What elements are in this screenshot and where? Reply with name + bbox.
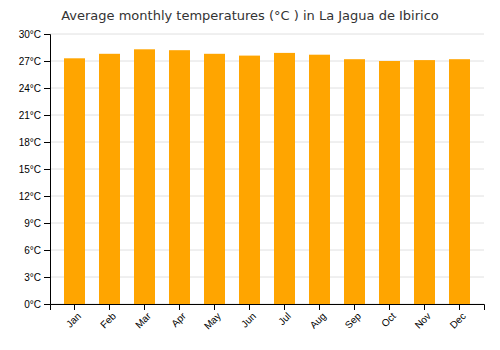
x-tick-mark	[319, 304, 320, 310]
y-tick-mark	[44, 304, 50, 305]
y-tick: 0°C	[24, 299, 50, 310]
y-axis: 0°C 3°C 6°C 9°C 12°C 15°C 18°C 21°C 24°C 27°C 30°C	[19, 29, 51, 310]
x-tick-mark	[284, 304, 285, 310]
plot: 0°C 3°C 6°C 9°C 12°C 15°C 18°C 21°C 24°C 27°C 30°C…	[19, 29, 485, 332]
bar	[99, 54, 120, 304]
y-tick-label: 27°C	[19, 56, 41, 67]
bar	[414, 60, 435, 304]
y-tick-label: 24°C	[19, 83, 41, 94]
x-tick-mark	[74, 304, 75, 310]
x-tick-label: Mar	[133, 310, 153, 330]
y-tick-label: 21°C	[19, 110, 41, 121]
x-tick-label: Apr	[169, 310, 188, 329]
bar	[309, 55, 330, 304]
x-tick-label: May	[202, 310, 223, 331]
x-tick-mark	[179, 304, 180, 310]
y-tick-label: 3°C	[24, 272, 41, 283]
y-tick: 21°C	[19, 110, 50, 121]
y-tick: 3°C	[24, 272, 50, 283]
x-tick-label: Aug	[308, 310, 328, 330]
x-tick: Feb	[98, 304, 118, 330]
y-tick-mark	[44, 196, 50, 197]
bars	[64, 49, 470, 304]
x-tick-label: Dec	[448, 310, 468, 330]
x-tick-mark	[214, 304, 215, 310]
x-tick-mark	[459, 304, 460, 310]
bar	[134, 49, 155, 304]
bar	[239, 56, 260, 304]
y-tick-label: 6°C	[24, 245, 41, 256]
bar	[449, 59, 470, 304]
bar	[64, 58, 85, 304]
y-tick: 15°C	[19, 164, 50, 175]
x-axis: Jan Feb Mar Apr May Jun Jul Aug Sep Oct Nov Dec	[51, 304, 485, 332]
y-tick-label: 15°C	[19, 164, 41, 175]
bar	[204, 54, 225, 304]
y-tick-mark	[44, 115, 50, 116]
bar	[169, 50, 190, 304]
y-tick-mark	[44, 169, 50, 170]
y-tick-mark	[44, 34, 50, 35]
y-tick: 24°C	[19, 83, 50, 94]
x-tick: May	[202, 304, 223, 332]
x-tick-mark	[354, 304, 355, 310]
y-tick: 18°C	[19, 137, 50, 148]
x-tick-label: Jan	[64, 310, 83, 329]
y-tick: 12°C	[19, 191, 50, 202]
y-tick-label: 30°C	[19, 29, 41, 40]
y-tick-mark	[44, 88, 50, 89]
y-tick-mark	[44, 61, 50, 62]
x-axis-line	[51, 305, 485, 311]
y-tick: 6°C	[24, 245, 50, 256]
x-tick-label: Oct	[379, 310, 398, 329]
x-tick-mark	[109, 304, 110, 310]
x-tick-label: Nov	[413, 310, 433, 330]
x-tick: Mar	[133, 304, 153, 330]
grid	[50, 34, 484, 304]
y-tick-label: 12°C	[19, 191, 41, 202]
x-tick-mark	[144, 304, 145, 310]
x-tick: Aug	[308, 304, 328, 331]
x-tick-mark	[389, 304, 390, 310]
x-tick-label: Sep	[343, 310, 364, 331]
x-tick: Sep	[343, 304, 364, 331]
x-tick: Dec	[448, 304, 468, 331]
y-tick-label: 18°C	[19, 137, 41, 148]
x-tick: Oct	[379, 304, 398, 329]
y-tick: 27°C	[19, 56, 50, 67]
y-tick-label: 9°C	[24, 218, 41, 229]
bar	[379, 61, 400, 304]
y-tick: 30°C	[19, 29, 50, 40]
title: Average monthly temperatures (°C ) in La…	[61, 8, 439, 23]
y-axis-line	[44, 35, 51, 305]
chart: 0°C 3°C 6°C 9°C 12°C 15°C 18°C 21°C 24°C 27°C 30°C…	[0, 0, 500, 350]
x-tick: Jul	[276, 304, 293, 327]
y-tick: 9°C	[24, 218, 50, 229]
y-tick-mark	[44, 223, 50, 224]
grid-line	[50, 34, 484, 35]
x-tick: Apr	[169, 304, 188, 329]
y-tick-mark	[44, 277, 50, 278]
x-tick-label: Jul	[276, 310, 293, 327]
y-tick-mark	[44, 250, 50, 251]
x-tick-label: Feb	[98, 310, 118, 330]
x-tick: Nov	[413, 304, 433, 331]
y-tick-mark	[44, 142, 50, 143]
y-tick-label: 0°C	[24, 299, 41, 310]
x-tick: Jun	[239, 304, 258, 330]
x-tick-label: Jun	[239, 310, 258, 329]
bar	[274, 53, 295, 304]
x-tick: Jan	[64, 304, 83, 330]
x-tick-mark	[249, 304, 250, 310]
bar	[344, 59, 365, 304]
x-tick-mark	[424, 304, 425, 310]
